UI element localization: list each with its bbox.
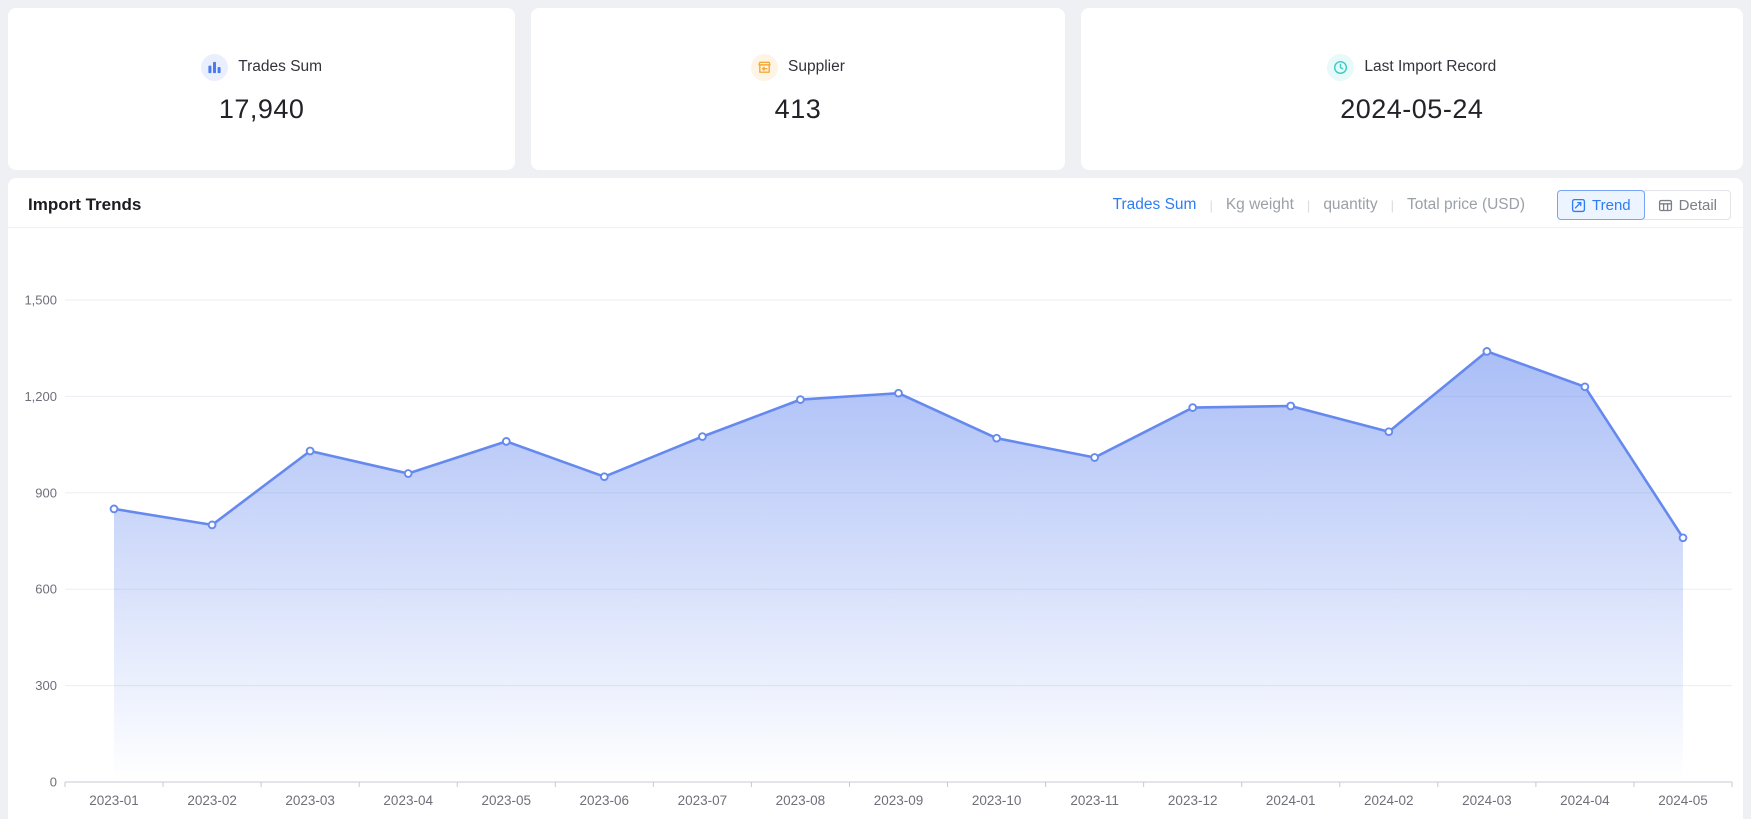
table-icon xyxy=(1658,198,1673,213)
stat-card-last-import-record: Last Import Record 2024-05-24 xyxy=(1080,8,1743,170)
svg-text:600: 600 xyxy=(35,582,57,597)
detail-button-label: Detail xyxy=(1678,196,1717,214)
tab-quantity[interactable]: quantity xyxy=(1323,196,1378,213)
trend-chart[interactable]: 0 300 600 900 1,200 1,500 2023-01 2023-02 2023-0… xyxy=(8,228,1743,819)
svg-text:2024-01: 2024-01 xyxy=(1266,793,1316,808)
trend-chart-icon xyxy=(1571,198,1586,213)
tab-separator: | xyxy=(1209,197,1213,213)
stat-value: 413 xyxy=(774,93,822,124)
tab-kg-weight[interactable]: Kg weight xyxy=(1225,196,1294,213)
tab-total-price-usd[interactable]: Total price (USD) xyxy=(1407,196,1525,213)
svg-text:2023-03: 2023-03 xyxy=(285,793,335,808)
view-toggle: Trend Detail xyxy=(1557,190,1731,220)
svg-text:2024-03: 2024-03 xyxy=(1462,793,1512,808)
metric-tabs: Trades Sum | Kg weight | quantity | Tota… xyxy=(1113,196,1525,214)
svg-text:900: 900 xyxy=(35,485,57,500)
svg-text:2023-09: 2023-09 xyxy=(874,793,924,808)
svg-text:2023-02: 2023-02 xyxy=(187,793,237,808)
stat-card-trades-sum: Trades Sum 17,940 xyxy=(8,8,516,170)
svg-text:300: 300 xyxy=(35,678,57,693)
svg-text:2023-11: 2023-11 xyxy=(1070,793,1119,808)
clock-icon xyxy=(1327,53,1355,81)
tab-separator: | xyxy=(1306,197,1311,213)
svg-text:0: 0 xyxy=(50,775,57,790)
tab-separator: | xyxy=(1390,197,1394,213)
stat-value: 17,940 xyxy=(218,93,305,124)
trend-button-label: Trend xyxy=(1592,196,1631,214)
svg-text:2023-04: 2023-04 xyxy=(383,793,433,808)
page-title: Import Trends xyxy=(28,195,142,214)
svg-text:2024-04: 2024-04 xyxy=(1560,793,1610,808)
stat-label: Last Import Record xyxy=(1364,58,1497,75)
trend-area-chart[interactable]: 0 300 600 900 1,200 1,500 2023-01 2023-02 2023-0… xyxy=(8,228,1743,819)
svg-text:2023-07: 2023-07 xyxy=(678,793,728,808)
svg-text:2024-05: 2024-05 xyxy=(1658,793,1708,808)
stat-card-supplier: Supplier 413 xyxy=(531,8,1065,170)
svg-text:2023-08: 2023-08 xyxy=(776,793,826,808)
stat-value: 2024-05-24 xyxy=(1340,93,1484,124)
storefront-icon xyxy=(751,53,779,81)
stat-label: Trades Sum xyxy=(238,58,323,75)
chart-header: Import Trends Trades Sum | Kg weight | q… xyxy=(8,178,1743,228)
detail-view-button[interactable]: Detail xyxy=(1643,190,1731,220)
svg-text:1,200: 1,200 xyxy=(24,389,57,404)
svg-text:2023-10: 2023-10 xyxy=(972,793,1022,808)
tab-trades-sum[interactable]: Trades Sum xyxy=(1112,196,1197,213)
svg-text:2024-02: 2024-02 xyxy=(1364,793,1414,808)
svg-text:1,500: 1,500 xyxy=(24,293,57,308)
import-trends-panel: Import Trends Trades Sum | Kg weight | q… xyxy=(8,178,1743,819)
svg-text:2023-01: 2023-01 xyxy=(89,793,139,808)
stat-label: Supplier xyxy=(788,58,845,75)
bar-chart-icon xyxy=(201,53,229,81)
trend-view-button[interactable]: Trend xyxy=(1557,190,1645,220)
svg-text:2023-06: 2023-06 xyxy=(580,793,630,808)
svg-text:2023-05: 2023-05 xyxy=(482,793,532,808)
stats-row: Trades Sum 17,940 Supplier 413 xyxy=(0,0,1751,170)
svg-text:2023-12: 2023-12 xyxy=(1168,793,1218,808)
